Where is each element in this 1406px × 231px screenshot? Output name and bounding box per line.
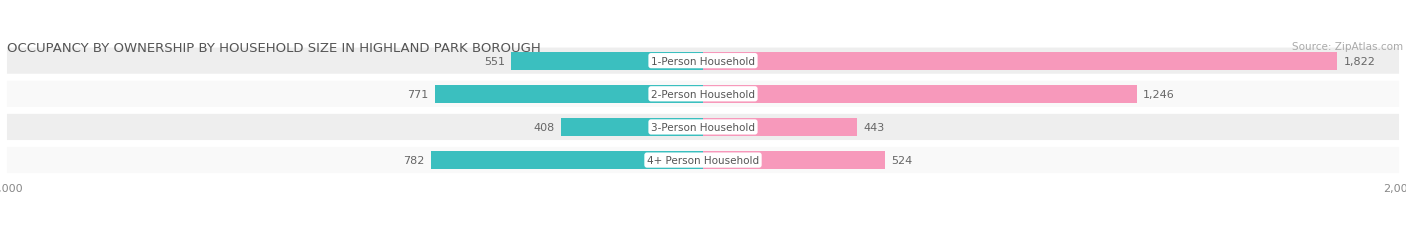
FancyBboxPatch shape xyxy=(7,147,1399,173)
Text: 1-Person Household: 1-Person Household xyxy=(651,56,755,66)
Text: 3-Person Household: 3-Person Household xyxy=(651,122,755,132)
Text: 771: 771 xyxy=(408,89,429,99)
Text: 551: 551 xyxy=(484,56,505,66)
Bar xyxy=(703,52,1337,70)
Bar xyxy=(434,85,703,103)
Text: 4+ Person Household: 4+ Person Household xyxy=(647,155,759,165)
Bar xyxy=(512,52,703,70)
Text: 408: 408 xyxy=(533,122,555,132)
Text: 1,822: 1,822 xyxy=(1343,56,1375,66)
Bar xyxy=(703,118,858,137)
Text: 2-Person Household: 2-Person Household xyxy=(651,89,755,99)
Bar xyxy=(561,118,703,137)
Text: Source: ZipAtlas.com: Source: ZipAtlas.com xyxy=(1292,42,1403,52)
FancyBboxPatch shape xyxy=(7,48,1399,74)
Bar xyxy=(703,151,886,170)
FancyBboxPatch shape xyxy=(7,114,1399,140)
Text: 782: 782 xyxy=(404,155,425,165)
Text: 524: 524 xyxy=(891,155,912,165)
FancyBboxPatch shape xyxy=(7,81,1399,107)
Text: 443: 443 xyxy=(863,122,884,132)
Text: OCCUPANCY BY OWNERSHIP BY HOUSEHOLD SIZE IN HIGHLAND PARK BOROUGH: OCCUPANCY BY OWNERSHIP BY HOUSEHOLD SIZE… xyxy=(7,42,541,55)
Text: 1,246: 1,246 xyxy=(1143,89,1174,99)
Bar xyxy=(430,151,703,170)
Bar xyxy=(703,85,1136,103)
